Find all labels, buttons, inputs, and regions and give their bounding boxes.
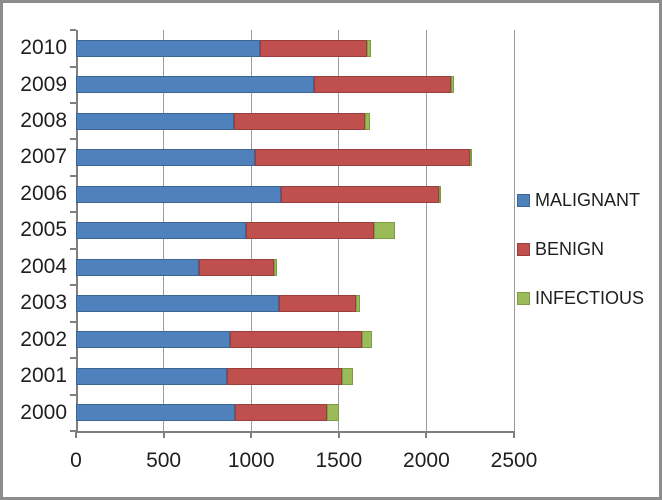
bar-segment-benign [198, 258, 274, 276]
bar-segment-malignant [76, 258, 199, 276]
y-tick-label: 2003 [20, 291, 67, 315]
bar-segment-benign [314, 76, 451, 94]
x-tick-label: 0 [70, 449, 82, 472]
legend-label-malignant: MALIGNANT [535, 189, 641, 210]
y-axis-tick [70, 138, 76, 141]
bar-segment-benign [245, 222, 374, 239]
legend-label-infectious: INFECTIOUS [535, 287, 645, 308]
y-tick-label: 2008 [20, 108, 67, 132]
bar-segment-benign [259, 39, 367, 57]
legend-item-infectious: INFECTIOUS [517, 287, 644, 309]
infectious-swatch-icon [517, 291, 530, 305]
bar-segment-benign [279, 294, 357, 312]
bar-segment-benign [280, 185, 439, 203]
y-tick-label: 2010 [20, 36, 67, 59]
y-axis-tick [70, 101, 76, 104]
bar-segment-infectious [342, 367, 353, 385]
x-axis-tick [162, 431, 165, 438]
bar-row-2010 [76, 39, 514, 57]
bar-row-2008 [76, 112, 514, 130]
x-tick-label: 500 [146, 449, 182, 472]
bar-row-2007 [76, 149, 514, 167]
y-axis-tick [70, 430, 76, 432]
bar-segment-benign [254, 149, 471, 167]
bar-row-2004 [76, 258, 514, 276]
x-tick-label: 2500 [490, 449, 538, 472]
y-axis-tick [70, 65, 76, 68]
x-axis-line [76, 431, 514, 433]
y-tick-label: 2000 [20, 400, 67, 424]
legend-item-malignant: MALIGNANT [517, 189, 644, 211]
y-axis-tick [70, 247, 76, 250]
bar-segment-malignant [76, 112, 234, 130]
y-tick-label: 2009 [20, 72, 67, 96]
y-axis-tick [70, 29, 76, 31]
bar-row-2001 [76, 367, 514, 385]
legend-item-benign: BENIGN [517, 238, 644, 260]
bar-row-2005 [76, 222, 514, 239]
bar-segment-benign [233, 112, 366, 130]
bar-segment-infectious [326, 404, 339, 422]
x-axis-tick [425, 431, 428, 438]
bar-segment-infectious [450, 76, 455, 94]
bar-row-2000 [76, 404, 514, 422]
bar-segment-infectious [366, 39, 372, 57]
y-tick-label: 2001 [20, 364, 67, 388]
x-axis-tick [75, 431, 77, 438]
bar-segment-infectious [273, 258, 277, 276]
bar-segment-benign [230, 331, 362, 349]
bar-segment-infectious [361, 331, 373, 349]
plot-area [70, 29, 515, 438]
bar-segment-benign [226, 367, 343, 385]
bar-segment-infectious [373, 222, 395, 239]
gridline [425, 30, 427, 431]
bar-segment-malignant [76, 76, 315, 94]
bar-row-2009 [76, 76, 514, 94]
bar-row-2003 [76, 294, 514, 312]
x-axis-tick [250, 431, 253, 438]
x-tick-label: 2000 [403, 449, 450, 472]
y-axis-tick [70, 357, 76, 360]
bar-segment-infectious [365, 112, 371, 130]
y-tick-label: 2006 [20, 181, 67, 205]
bar-segment-malignant [76, 149, 255, 167]
y-tick-label: 2007 [20, 145, 67, 169]
bar-segment-infectious [356, 294, 360, 312]
bar-segment-malignant [76, 222, 246, 239]
bar-segment-infectious [438, 185, 441, 203]
y-tick-label: 2004 [20, 254, 67, 278]
bar-segment-malignant [76, 331, 231, 349]
bar-segment-malignant [76, 404, 236, 422]
legend-label-benign: BENIGN [535, 238, 605, 259]
bar-segment-malignant [76, 367, 227, 385]
bar-segment-infectious [470, 149, 473, 167]
y-axis-tick [70, 284, 76, 287]
bar-row-2006 [76, 185, 514, 203]
legend: MALIGNANT BENIGN INFECTIOUS [517, 189, 644, 336]
y-axis-tick [70, 393, 76, 396]
x-axis-tick [337, 431, 340, 438]
bar-segment-benign [235, 404, 327, 422]
bar-segment-malignant [76, 294, 280, 312]
bar-segment-malignant [76, 39, 260, 57]
y-tick-label: 2002 [20, 327, 67, 351]
y-tick-label: 2005 [20, 218, 67, 242]
x-tick-label: 1500 [315, 449, 363, 472]
gridline [513, 30, 515, 431]
bar-segment-malignant [76, 185, 281, 203]
benign-swatch-icon [517, 242, 530, 256]
bar-row-2002 [76, 331, 514, 349]
x-axis-tick [513, 431, 515, 438]
y-axis-tick [70, 320, 76, 323]
x-tick-label: 1000 [227, 449, 275, 472]
y-axis-tick [70, 211, 76, 214]
y-axis-tick [70, 174, 76, 177]
malignant-swatch-icon [517, 193, 530, 207]
